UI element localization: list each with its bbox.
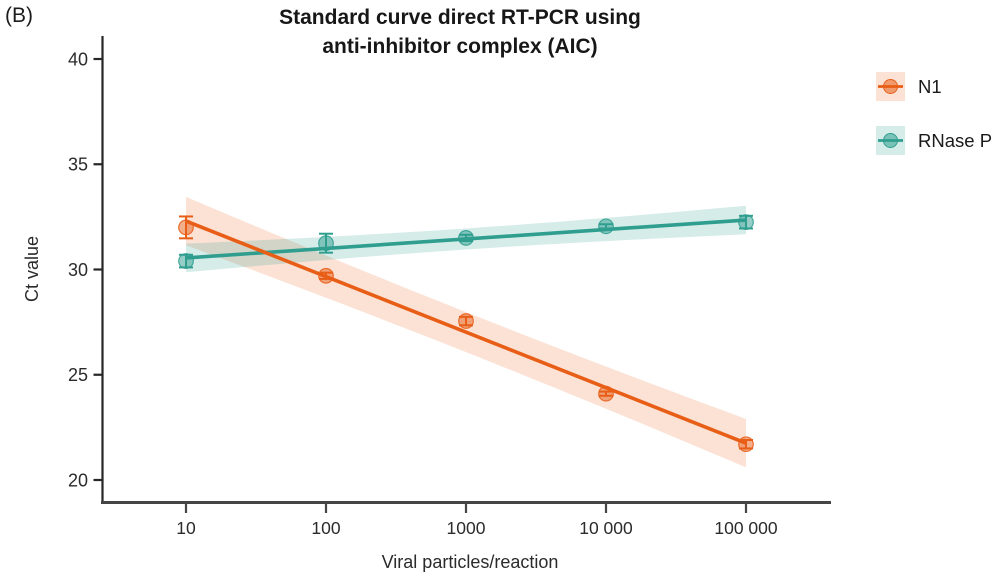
x-tick-label: 100 — [311, 518, 340, 538]
legend-item-rnase-p: RNase P — [876, 126, 992, 155]
panel-label: (B) — [5, 4, 33, 27]
chart-title-line1: Standard curve direct RT-PCR using — [279, 6, 641, 29]
x-tick-label: 10 000 — [579, 518, 633, 538]
data-point-rnase-p — [318, 235, 334, 252]
data-point-rnase-p — [598, 218, 614, 235]
y-tick-label: 35 — [68, 155, 88, 175]
data-point-rnase-p — [738, 214, 754, 231]
data-point-n1 — [598, 385, 614, 402]
x-tick-label: 10 — [176, 518, 196, 538]
data-point-n1 — [738, 436, 754, 453]
y-tick-label: 40 — [68, 49, 88, 69]
y-axis-title: Ct value — [22, 236, 42, 302]
legend-item-n1: N1 — [876, 72, 992, 101]
chart-legend: N1 RNase P — [876, 72, 992, 155]
data-point-n1 — [458, 313, 474, 329]
y-tick-label: 25 — [68, 365, 88, 385]
data-point-rnase-p — [178, 253, 194, 269]
data-point-rnase-p — [458, 230, 474, 246]
chart-title: Standard curve direct RT-PCR using anti-… — [102, 3, 818, 61]
legend-label-n1: N1 — [918, 75, 942, 97]
chart-title-line2: anti-inhibitor complex (AIC) — [322, 35, 598, 58]
y-tick-label: 30 — [68, 260, 88, 280]
legend-key-icon-n1 — [876, 72, 905, 101]
data-point-n1 — [318, 267, 334, 284]
legend-label-rnase-p: RNase P — [918, 129, 993, 151]
y-tick-label: 20 — [68, 470, 88, 490]
legend-key-icon-rnase-p — [876, 126, 905, 155]
x-tick-label: 1000 — [447, 518, 486, 538]
x-axis-title: Viral particles/reaction — [382, 552, 559, 572]
trend-line-n1 — [185, 219, 747, 445]
data-point-n1 — [178, 219, 194, 236]
x-tick-label: 100 000 — [714, 518, 778, 538]
